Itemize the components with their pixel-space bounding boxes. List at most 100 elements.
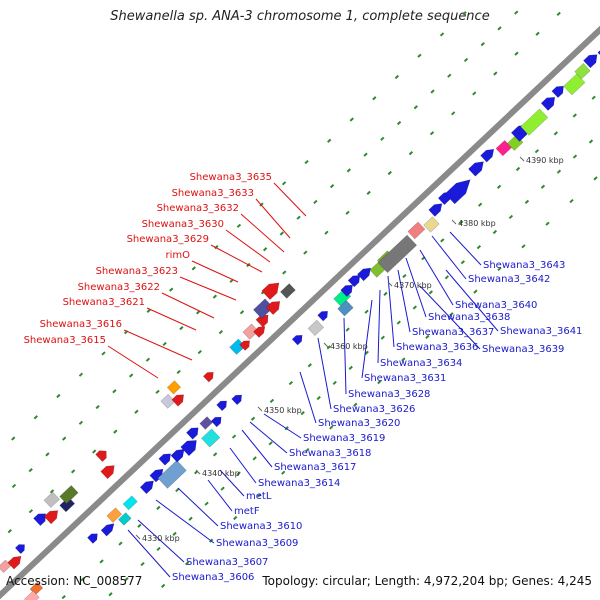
gene-label-left: Shewana3_3633 <box>172 188 254 199</box>
gc-dot <box>252 456 257 461</box>
gc-dot <box>146 308 151 313</box>
gc-dot <box>33 415 38 420</box>
gc-dot <box>377 380 382 385</box>
gene-feature <box>199 416 213 430</box>
gene-feature <box>139 480 154 495</box>
label-leader <box>405 257 427 318</box>
gene-arrow <box>540 96 556 111</box>
gc-dot <box>169 287 174 292</box>
gene-arrow <box>180 440 197 457</box>
gene-feature <box>574 63 591 80</box>
gene-feature <box>468 161 484 177</box>
gc-dot <box>329 184 335 189</box>
gc-dot <box>514 51 519 56</box>
gc-dot <box>212 294 218 299</box>
label-leader <box>177 487 219 527</box>
gene-label-right: Shewana3_3637 <box>412 327 494 338</box>
label-leader <box>207 479 233 512</box>
gc-dot <box>408 151 414 156</box>
gene-block <box>337 300 354 317</box>
gene-label-right: Shewana3_3618 <box>289 448 371 459</box>
gene-label-right: Shewana3_3607 <box>186 557 268 568</box>
gc-dot <box>401 357 406 362</box>
label-leader <box>241 429 273 468</box>
gene-feature <box>347 275 361 288</box>
gene-arrow <box>468 161 484 177</box>
gene-feature <box>24 590 40 600</box>
gene-feature <box>231 394 242 406</box>
gc-dot <box>412 305 417 310</box>
gene-feature <box>202 372 214 383</box>
gc-dot <box>493 71 498 76</box>
gene-feature <box>59 485 79 505</box>
gene-label-right: Shewana3_3642 <box>468 274 550 285</box>
tick-label: 4340 kbp <box>202 469 240 478</box>
gc-dot <box>288 380 294 386</box>
gene-block <box>24 590 40 600</box>
gc-dot <box>124 577 129 582</box>
gc-dot <box>28 468 33 473</box>
gc-dot <box>463 57 469 63</box>
gene-feature <box>563 73 586 96</box>
gc-dot <box>118 541 123 546</box>
gene-feature <box>43 510 59 525</box>
gene-label-right: metL <box>246 491 272 502</box>
gc-dot <box>553 131 558 136</box>
gene-label-right: Shewana3_3628 <box>348 389 430 400</box>
gene-block <box>118 512 132 526</box>
gene-block <box>253 298 274 319</box>
gc-dot <box>496 184 502 189</box>
gc-dot <box>236 223 242 228</box>
label-leader <box>273 182 307 217</box>
gc-dot <box>556 169 562 174</box>
gc-dot <box>353 402 358 407</box>
gene-label-left: Shewana3_3635 <box>190 172 272 183</box>
gene-block <box>563 73 586 96</box>
gc-dot <box>396 320 401 325</box>
label-leader <box>240 213 285 253</box>
gc-dot <box>476 245 482 250</box>
gene-arrow <box>317 311 328 322</box>
gene-block <box>201 428 221 448</box>
gene-block <box>106 507 123 523</box>
gene-arrow <box>7 555 22 570</box>
gene-arrow <box>43 510 59 525</box>
gc-dot <box>383 291 388 296</box>
gene-feature <box>106 507 123 523</box>
gc-dot <box>515 166 521 172</box>
gene-block <box>280 283 296 299</box>
gene-feature <box>59 496 75 513</box>
gene-label-right: Shewana3_3640 <box>455 300 537 311</box>
gc-dot <box>572 113 577 118</box>
gc-dot <box>140 561 145 567</box>
gene-feature <box>540 96 556 111</box>
gene-feature <box>340 284 353 297</box>
gc-dot <box>316 395 321 401</box>
gene-label-left: Shewana3_3615 <box>24 335 106 346</box>
gc-dot <box>346 168 351 173</box>
gene-arrow <box>551 85 564 99</box>
gene-arrow <box>202 372 214 383</box>
gene-feature <box>377 234 418 274</box>
gene-block <box>307 319 325 337</box>
gene-label-left: Shewana3_3629 <box>127 234 209 245</box>
gc-dot <box>417 53 422 58</box>
gc-dot <box>572 154 578 159</box>
gc-dot <box>11 483 17 489</box>
gc-dot <box>508 214 514 220</box>
tick-mark <box>451 219 457 225</box>
label-leader <box>449 231 482 266</box>
gc-dot <box>540 184 546 189</box>
gc-dot <box>56 393 61 399</box>
gene-arrow <box>253 326 266 338</box>
label-leader <box>249 421 288 454</box>
gene-label-right: Shewana3_3631 <box>364 373 446 384</box>
gene-label-right: Shewana3_3638 <box>428 312 510 323</box>
gc-dot <box>444 275 449 280</box>
gene-label-right: Shewana3_3619 <box>303 433 385 444</box>
gene-arrow <box>171 394 184 407</box>
gene-label-right: Shewana3_3634 <box>380 358 462 369</box>
gene-feature <box>87 533 98 544</box>
gc-dot <box>214 245 219 250</box>
tick-mark <box>519 156 525 162</box>
